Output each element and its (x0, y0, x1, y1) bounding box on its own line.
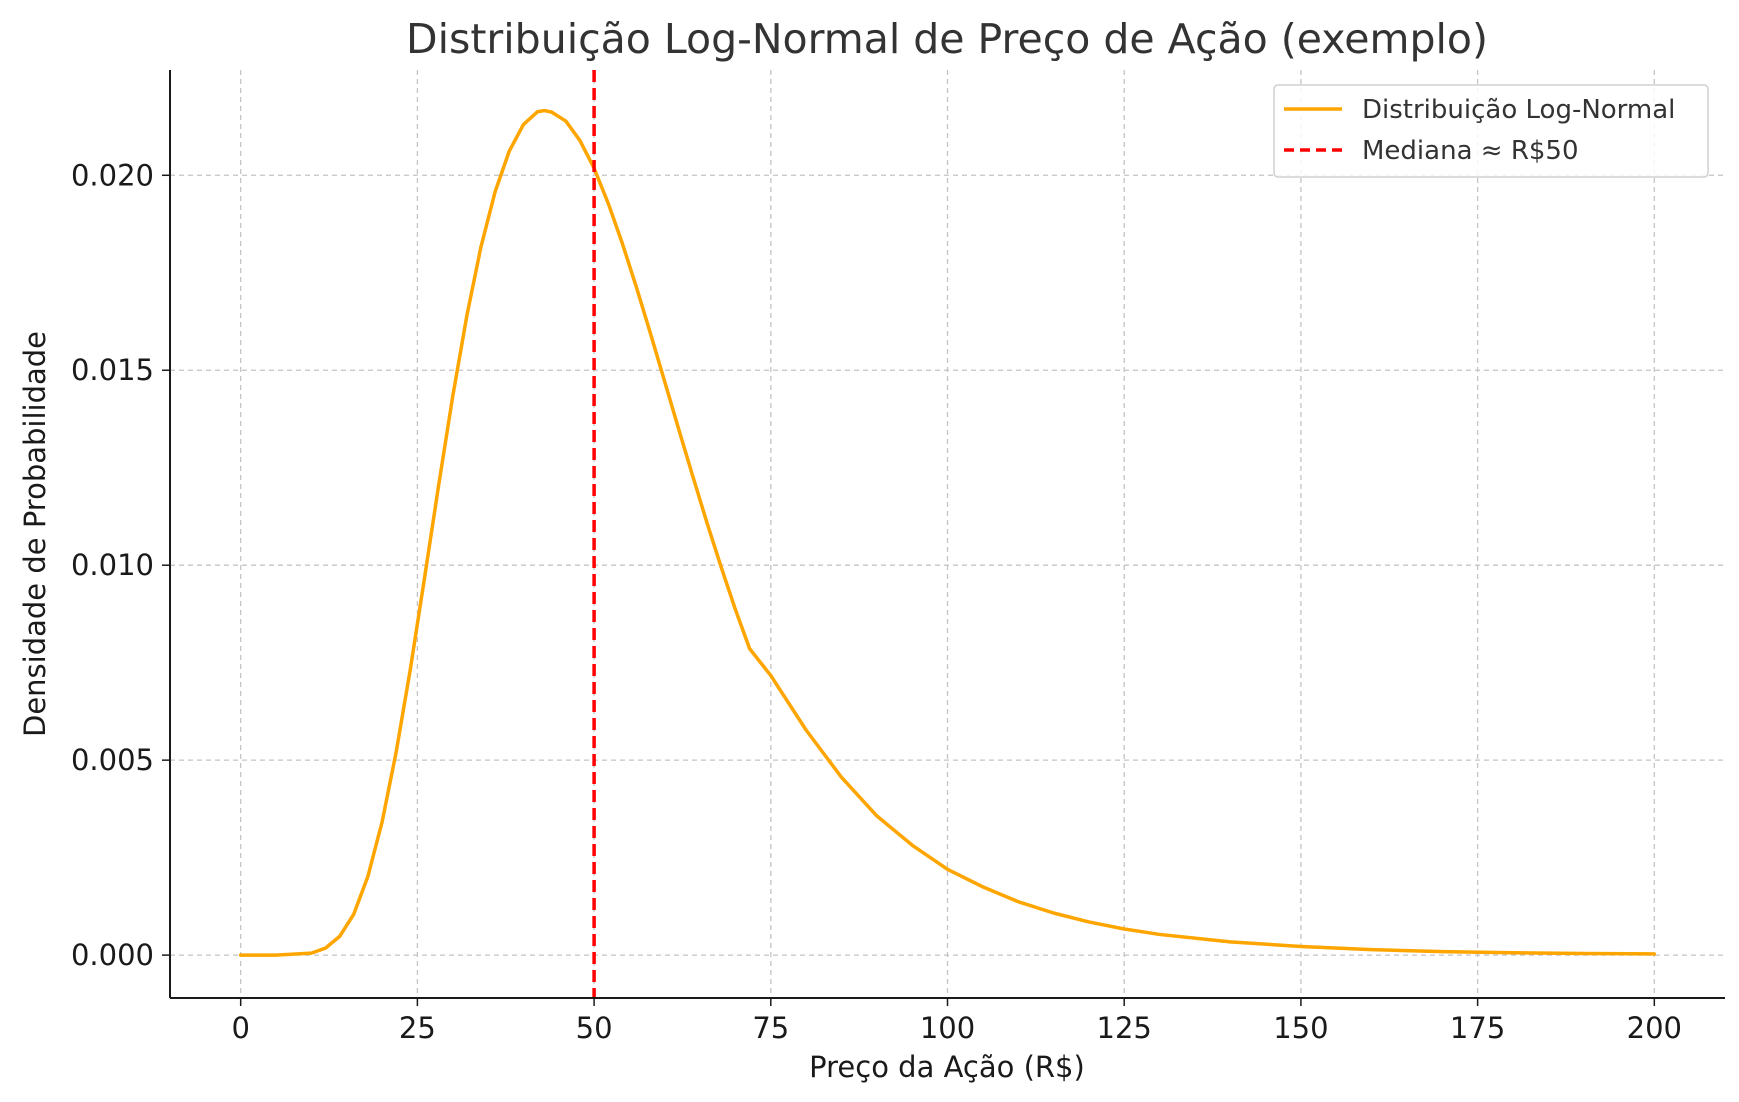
x-tick-label: 200 (1627, 1011, 1682, 1045)
legend: Distribuição Log-Normal Mediana ≈ R$50 (1273, 84, 1709, 178)
legend-box (1273, 84, 1709, 178)
y-tick-label: 0.000 (71, 938, 154, 972)
legend-label-median: Mediana ≈ R$50 (1362, 136, 1579, 166)
y-tick-label: 0.015 (71, 353, 154, 387)
plot-area (238, 70, 1657, 998)
legend-label-lognormal: Distribuição Log-Normal (1362, 95, 1675, 125)
x-tick-label: 25 (399, 1011, 436, 1045)
chart-title: Distribuição Log-Normal de Preço de Ação… (406, 15, 1488, 63)
x-tick-label: 50 (576, 1011, 613, 1045)
y-tick-label: 0.020 (71, 158, 154, 192)
lognormal-curve (238, 108, 1657, 957)
x-tick-label: 0 (231, 1011, 249, 1045)
y-axis-label: Densidade de Probabilidade (18, 331, 52, 737)
grid (170, 70, 1725, 998)
x-tick-label: 125 (1097, 1011, 1152, 1045)
ticks: 0 25 50 75 100 125 150 175 200 0.000 0.005 0.010 0.0… (71, 158, 1682, 1045)
x-axis-label: Preço da Ação (R$) (809, 1050, 1085, 1084)
x-tick-label: 175 (1450, 1011, 1505, 1045)
x-tick-label: 150 (1273, 1011, 1328, 1045)
x-tick-label: 100 (920, 1011, 975, 1045)
y-tick-label: 0.010 (71, 548, 154, 582)
x-tick-label: 75 (752, 1011, 789, 1045)
y-tick-label: 0.005 (71, 743, 154, 777)
